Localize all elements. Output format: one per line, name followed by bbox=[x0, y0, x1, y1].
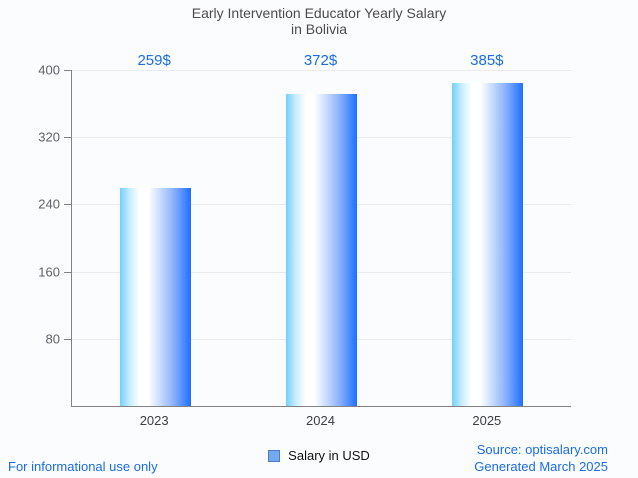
y-tick-320 bbox=[64, 137, 72, 138]
x-axis-label-2023: 2023 bbox=[139, 413, 169, 428]
y-axis-label-160: 160 bbox=[38, 264, 60, 280]
legend-swatch-icon bbox=[268, 449, 281, 462]
plot-area bbox=[64, 70, 571, 407]
x-axis-label-2024: 2024 bbox=[306, 413, 335, 428]
y-tick-80 bbox=[64, 339, 72, 340]
legend-label: Salary in USD bbox=[288, 448, 370, 463]
disclaimer-text: For informational use only bbox=[8, 459, 158, 474]
value-label-2023: 259$ bbox=[137, 52, 171, 69]
x-axis-label-2025: 2025 bbox=[472, 413, 502, 428]
legend[interactable]: Salary in USD bbox=[0, 448, 638, 463]
bar-2024[interactable] bbox=[286, 93, 357, 406]
bar-2025[interactable] bbox=[452, 82, 524, 406]
bar-2023[interactable] bbox=[119, 188, 191, 406]
y-tick-240 bbox=[64, 204, 72, 205]
chart-title-line2: in Bolivia bbox=[290, 21, 348, 37]
chart-title: Early Intervention Educator Yearly Salar… bbox=[0, 5, 638, 37]
y-axis-label-320: 320 bbox=[38, 129, 60, 145]
value-label-2025: 385$ bbox=[470, 52, 504, 69]
y-axis-labels: 80 160 240 320 400 bbox=[0, 63, 60, 406]
value-label-2024: 372$ bbox=[303, 52, 338, 69]
chart-title-line1: Early Intervention Educator Yearly Salar… bbox=[191, 5, 447, 21]
gridline-400 bbox=[72, 70, 571, 71]
y-axis-label-400: 400 bbox=[38, 62, 60, 78]
generated-text: Generated March 2025 bbox=[474, 459, 608, 474]
y-tick-400 bbox=[64, 70, 72, 71]
y-axis-label-240: 240 bbox=[38, 196, 60, 212]
y-axis-label-80: 80 bbox=[45, 331, 60, 347]
y-tick-160 bbox=[64, 272, 72, 273]
source-block: Source: optisalary.com Generated March 2… bbox=[474, 441, 608, 475]
source-link[interactable]: Source: optisalary.com bbox=[476, 442, 608, 457]
